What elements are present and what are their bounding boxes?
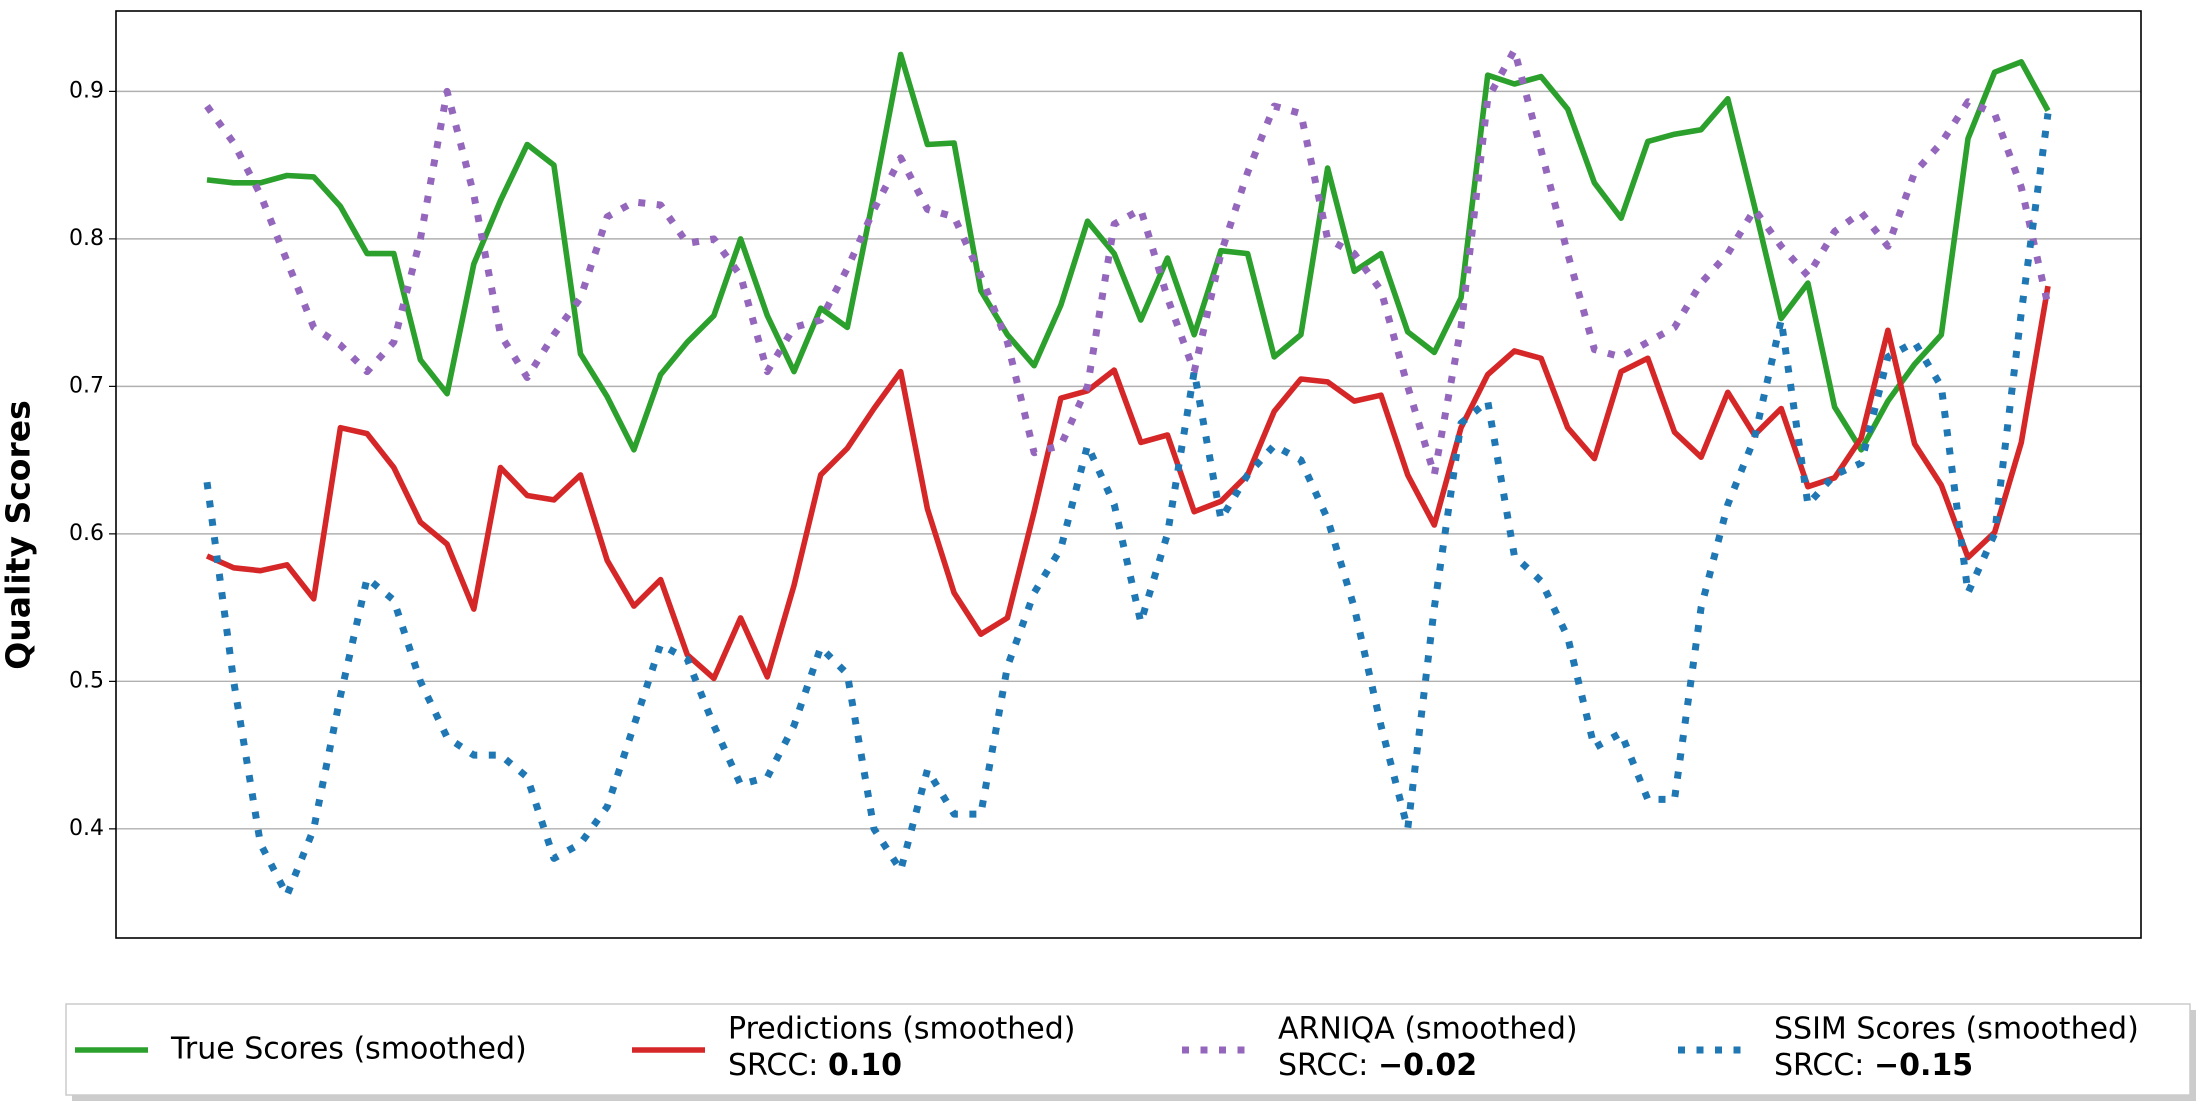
- plot-frame: [115, 10, 2142, 939]
- srcc-value: −0.02: [1378, 1048, 1477, 1083]
- y-tick-label: 0.4: [69, 816, 104, 841]
- legend: [65, 1003, 2191, 1096]
- y-axis-label: Quality Scores: [0, 400, 38, 670]
- legend-label: True Scores (smoothed): [170, 1032, 527, 1067]
- series-line: [203, 113, 2052, 899]
- legend-label: Predictions (smoothed): [728, 1012, 1075, 1047]
- y-tick-label: 0.5: [69, 668, 104, 693]
- legend-srcc: SRCC: 0.10: [728, 1048, 902, 1083]
- legend-label: ARNIQA (smoothed): [1278, 1012, 1578, 1047]
- srcc-label: SRCC:: [1774, 1048, 1864, 1083]
- srcc-value: 0.10: [828, 1048, 902, 1083]
- y-tick-label: 0.9: [69, 78, 104, 103]
- y-tick-label: 0.8: [69, 226, 104, 251]
- srcc-value: −0.15: [1874, 1048, 1973, 1083]
- series-line: [205, 285, 2051, 682]
- srcc-label: SRCC:: [1278, 1048, 1368, 1083]
- series-line: [206, 51, 2051, 453]
- legend-srcc: SRCC: −0.02: [1278, 1048, 1477, 1083]
- legend-label: SSIM Scores (smoothed): [1774, 1012, 2139, 1047]
- srcc-label: SRCC:: [728, 1048, 818, 1083]
- y-tick-label: 0.7: [69, 373, 104, 398]
- y-tick-label: 0.6: [69, 521, 104, 546]
- legend-srcc: SRCC: −0.15: [1774, 1048, 1973, 1083]
